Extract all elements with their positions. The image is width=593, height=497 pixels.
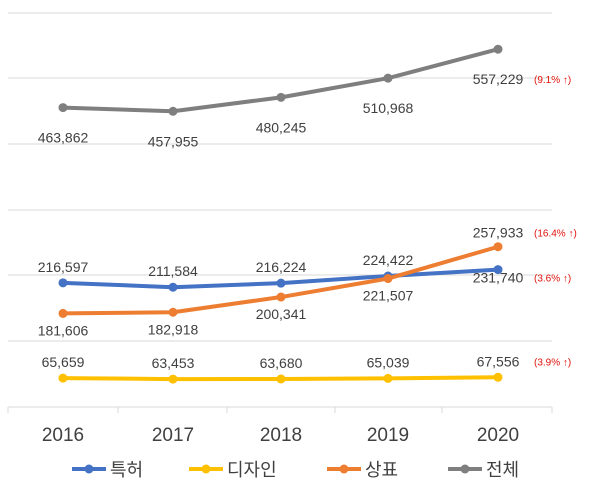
data-point [383, 274, 393, 284]
legend-swatch-marker [339, 464, 349, 474]
change-note: (16.4% ↑) [534, 229, 577, 240]
legend-item: 디자인 [189, 460, 277, 480]
data-label: 200,341 [256, 306, 307, 322]
data-label: 463,862 [38, 130, 89, 146]
data-point [168, 282, 178, 292]
data-point [58, 373, 68, 383]
legend: 특허 디자인 상표 전체 [72, 460, 519, 480]
series-2-line-group [58, 242, 503, 318]
change-note: (3.9% ↑) [534, 357, 571, 368]
data-label: 216,224 [256, 259, 307, 275]
change-note: (3.6% ↑) [534, 274, 571, 285]
data-label: 457,955 [148, 133, 199, 149]
data-label: 221,507 [363, 288, 414, 304]
data-point [493, 265, 503, 275]
legend-label: 상표 [365, 460, 398, 480]
data-point [276, 92, 286, 102]
data-point [58, 278, 68, 288]
series-lines [58, 44, 503, 384]
data-label: 211,584 [148, 263, 198, 279]
legend-swatch-marker [84, 464, 94, 474]
data-point [383, 73, 393, 83]
data-label: 181,606 [38, 322, 89, 338]
legend-item: 전체 [448, 460, 519, 480]
data-point [276, 374, 286, 384]
legend-label: 특허 [110, 460, 143, 480]
series-3-line-group [58, 44, 503, 116]
data-labels: 216,597 211,584 216,224 224,422 231,740 (3.6%… [38, 71, 577, 371]
data-label: 231,740 [473, 270, 524, 286]
data-label: 65,659 [42, 354, 85, 370]
data-label: 224,422 [363, 252, 414, 268]
x-tick-label: 2018 [260, 425, 302, 446]
change-note: (9.1% ↑) [534, 75, 571, 86]
data-point [493, 242, 503, 252]
data-label: 557,229 [473, 71, 524, 87]
data-label: 510,968 [363, 100, 414, 116]
data-point [168, 307, 178, 317]
x-tick-label: 2019 [367, 425, 409, 446]
data-label: 257,933 [473, 225, 524, 241]
legend-swatch-marker [201, 464, 211, 474]
data-point [58, 308, 68, 318]
data-label: 65,039 [367, 354, 410, 370]
x-tick-label: 2016 [42, 425, 84, 446]
x-tick-label: 2017 [152, 425, 194, 446]
data-label: 480,245 [256, 119, 307, 135]
series-1-line-group [58, 372, 503, 384]
data-point [493, 44, 503, 54]
data-point [383, 373, 393, 383]
legend-item: 상표 [327, 460, 398, 480]
legend-swatch-marker [460, 464, 470, 474]
gridlines [8, 12, 552, 408]
data-point [168, 374, 178, 384]
data-point [168, 106, 178, 116]
data-point [276, 292, 286, 302]
data-label: 67,556 [477, 353, 520, 369]
series-3-line [61, 47, 500, 114]
legend-label: 디자인 [227, 460, 277, 480]
x-axis: 2016 2017 2018 2019 2020 [7, 406, 553, 446]
legend-label: 전체 [486, 460, 519, 480]
data-label: 182,918 [148, 321, 199, 337]
data-label: 63,680 [260, 355, 303, 371]
data-point [276, 278, 286, 288]
data-label: 63,453 [152, 355, 195, 371]
data-point [58, 103, 68, 113]
legend-item: 특허 [72, 460, 143, 480]
x-tick-label: 2020 [477, 425, 519, 446]
data-point [493, 372, 503, 382]
data-label: 216,597 [38, 259, 89, 275]
